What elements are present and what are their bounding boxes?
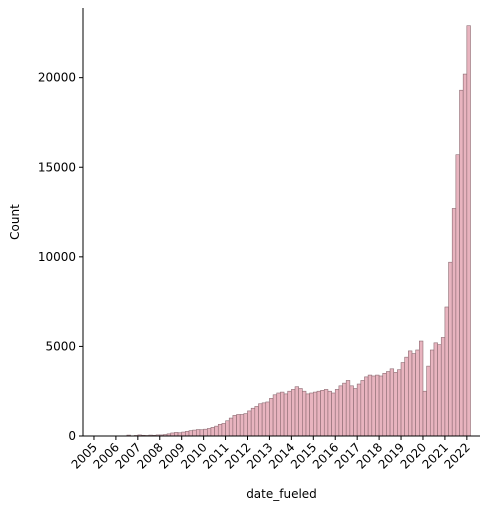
x-axis-label: date_fueled — [246, 487, 317, 501]
histogram-bar — [382, 372, 387, 437]
histogram-bar — [411, 353, 416, 437]
histogram-bar — [188, 430, 193, 437]
histogram-bar — [360, 380, 365, 437]
histogram-bar — [459, 89, 464, 437]
histogram-bar — [217, 424, 223, 437]
histogram-bar — [243, 413, 248, 437]
histogram-bar — [283, 393, 289, 437]
histogram-bar — [298, 388, 303, 437]
histogram-bar — [272, 394, 278, 437]
histogram-bar — [367, 374, 373, 437]
histogram-bar — [342, 382, 347, 437]
y-tick-label: 0 — [68, 429, 76, 443]
histogram-bar — [422, 390, 427, 437]
histogram-bar — [353, 388, 358, 437]
histogram-bar — [451, 208, 457, 437]
histogram-bar — [349, 385, 354, 437]
histogram-bar — [221, 423, 226, 437]
y-tick-label: 5000 — [45, 339, 76, 353]
histogram-bar — [228, 417, 234, 437]
histogram-bar — [334, 389, 340, 437]
histogram-bar — [426, 365, 431, 437]
histogram-bar — [419, 340, 424, 437]
histogram-bar — [444, 306, 449, 437]
histogram-bar — [393, 372, 398, 437]
histogram-bar — [174, 432, 179, 437]
histogram-bar — [261, 402, 267, 437]
histogram-bar — [207, 428, 212, 437]
histogram-bar — [312, 391, 318, 437]
histogram-bar — [408, 350, 413, 437]
histogram-bar — [448, 261, 453, 437]
histogram-bar — [254, 406, 259, 437]
histogram-bar — [338, 385, 343, 437]
y-axis-label: Count — [8, 204, 22, 240]
histogram-bar — [276, 392, 281, 437]
histogram-bar — [429, 349, 435, 437]
histogram-bar — [239, 414, 245, 437]
histogram-bar — [462, 73, 468, 437]
histogram-bar — [437, 344, 442, 437]
histogram-bar — [199, 429, 204, 437]
histogram-bar — [356, 383, 362, 437]
histogram-bar — [440, 337, 446, 437]
histogram-bar — [265, 401, 270, 437]
histogram-bar — [331, 392, 336, 437]
histogram-bar — [389, 368, 395, 437]
histogram-bar — [415, 349, 420, 437]
histogram-bar — [280, 391, 285, 437]
histogram-bar — [309, 392, 314, 437]
histogram-bar — [375, 374, 380, 437]
histogram-bar — [364, 376, 369, 437]
histogram-bar — [214, 425, 219, 437]
y-tick-label: 20000 — [38, 71, 76, 85]
y-tick-label: 15000 — [38, 160, 76, 174]
histogram-bars — [126, 25, 471, 437]
x-tick-label: 2022 — [441, 440, 472, 471]
histogram-bar — [316, 390, 321, 437]
histogram-bar — [196, 429, 201, 437]
histogram-bar — [192, 429, 197, 437]
histogram-bar — [323, 389, 329, 437]
histogram-bar — [185, 431, 190, 437]
histogram-bar — [386, 371, 391, 437]
histogram-bar — [466, 25, 471, 437]
histogram-bar — [302, 390, 307, 437]
histogram-bar — [247, 410, 252, 437]
histogram-bar — [181, 431, 186, 437]
histogram-bar — [225, 420, 230, 437]
histogram-bar — [371, 375, 376, 437]
histogram-bar — [400, 362, 406, 437]
y-axis: 0 5000 10000 15000 20000 — [38, 8, 84, 443]
histogram-bar — [210, 427, 215, 437]
histogram-bar — [404, 356, 409, 437]
histogram-bar — [345, 380, 351, 437]
histogram-bar — [258, 403, 263, 437]
histogram-bar — [433, 342, 438, 437]
histogram-bar — [305, 393, 310, 437]
histogram-bar — [455, 154, 460, 437]
x-axis: 2005200620072008200920102011201220132014… — [69, 435, 480, 472]
histogram-bar — [236, 414, 241, 437]
histogram-bar — [287, 390, 292, 437]
histogram-bar — [232, 415, 237, 437]
histogram-bar — [291, 389, 296, 437]
histogram-bar — [203, 428, 208, 437]
histogram-bar — [269, 398, 274, 437]
y-tick-label: 10000 — [38, 250, 76, 264]
histogram-bar — [320, 390, 325, 437]
histogram-bar — [250, 407, 256, 437]
histogram-bar — [397, 369, 402, 437]
histogram-bar — [294, 386, 299, 437]
histogram-bar — [327, 390, 332, 437]
histogram-bar — [378, 375, 384, 437]
